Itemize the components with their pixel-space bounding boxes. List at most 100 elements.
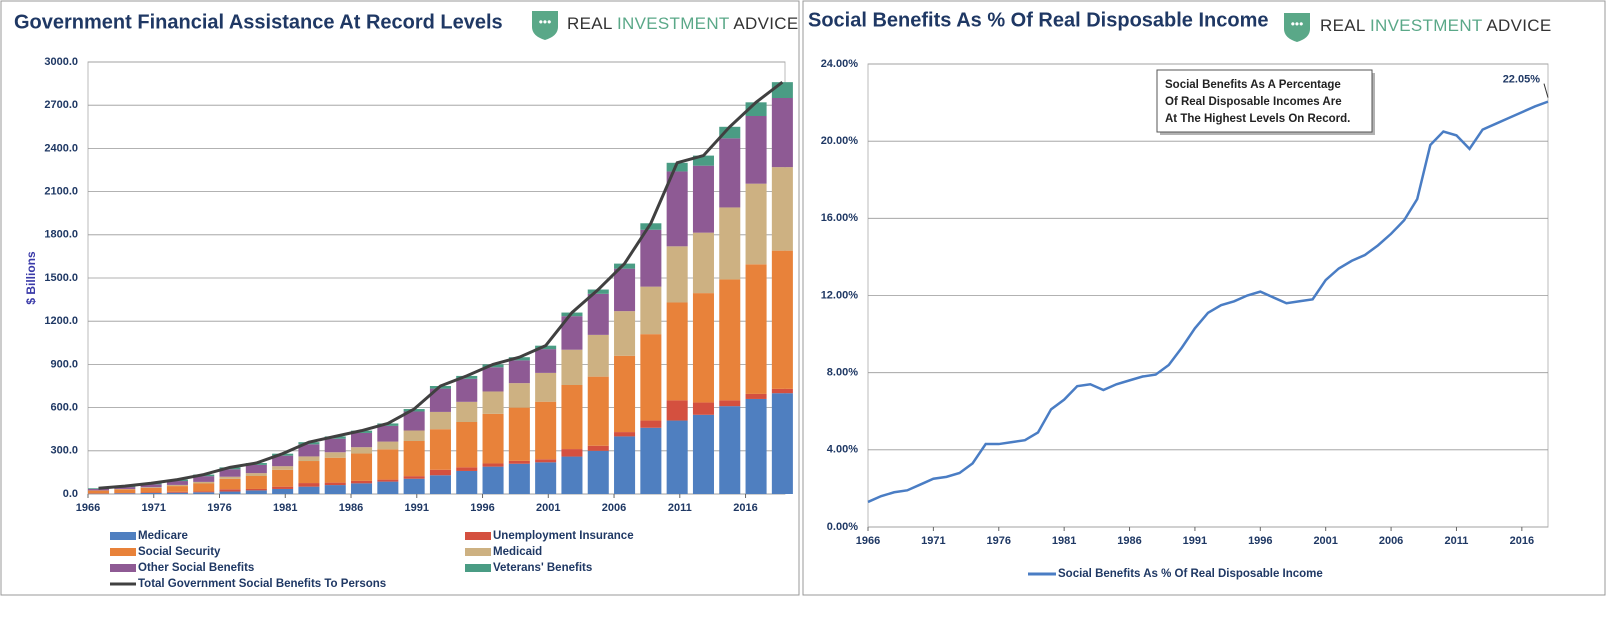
bar-segment xyxy=(403,441,425,477)
y-tick-label: 2700.0 xyxy=(44,99,78,111)
value-label: 22.05% xyxy=(1503,74,1541,86)
bar-segment xyxy=(377,425,399,442)
bar-segment xyxy=(719,406,741,494)
annotation-box xyxy=(1156,69,1373,133)
y-axis-label: $ Billions xyxy=(24,251,38,305)
y-tick-label: 8.00% xyxy=(827,367,858,379)
y-tick-label: 300.0 xyxy=(50,445,78,457)
bar-segment xyxy=(193,483,215,492)
bar-segment xyxy=(114,493,136,494)
legend-label: Social Benefits As % Of Real Disposable … xyxy=(1058,568,1323,580)
x-tick-label: 1966 xyxy=(856,535,880,547)
chart-title: Social Benefits As % Of Real Disposable … xyxy=(808,9,1269,31)
bar-segment xyxy=(429,469,451,476)
bar-segment xyxy=(745,264,767,394)
logo-dots: ••• xyxy=(1291,17,1304,31)
bar-segment xyxy=(771,167,793,251)
bar-segment xyxy=(561,384,583,450)
legend-label: Veterans' Benefits xyxy=(493,562,592,574)
y-tick-label: 0.00% xyxy=(827,521,858,533)
label-leader xyxy=(1543,83,1549,98)
bar-segment xyxy=(456,467,478,471)
left-panel xyxy=(0,0,800,596)
bar-segment xyxy=(166,492,188,494)
y-tick-label: 1800.0 xyxy=(44,229,78,241)
bar-segment xyxy=(640,286,662,335)
y-tick-label: 3000.0 xyxy=(44,56,78,68)
x-tick-label: 1976 xyxy=(987,535,1011,547)
bar-segment xyxy=(193,481,215,484)
bar-segment xyxy=(640,420,662,428)
x-tick-label: 2016 xyxy=(1510,535,1534,547)
y-tick-label: 20.00% xyxy=(821,135,859,147)
legend-swatch xyxy=(110,564,136,572)
bar-segment xyxy=(666,171,688,247)
bar-segment xyxy=(219,478,241,490)
bar-segment xyxy=(429,388,451,412)
bar-segment xyxy=(429,475,451,494)
bar-segment xyxy=(140,487,162,488)
bar-segment xyxy=(114,489,136,493)
bar-segment xyxy=(692,155,714,166)
bar-segment xyxy=(692,414,714,494)
logo-shield xyxy=(1284,13,1310,42)
legend-swatch xyxy=(465,564,491,572)
bar-segment xyxy=(614,263,636,269)
x-tick-label: 2011 xyxy=(668,502,692,514)
bar-segment xyxy=(298,486,320,494)
bar-segment xyxy=(272,488,294,494)
legend-swatch xyxy=(465,532,491,540)
bar-segment xyxy=(166,481,188,485)
bar-segment xyxy=(272,466,294,470)
bar-segment xyxy=(640,427,662,494)
bar-segment xyxy=(535,345,557,350)
bar-segment xyxy=(561,456,583,494)
bar-segment xyxy=(482,367,504,392)
bar-segment xyxy=(482,466,504,494)
bar-segment xyxy=(719,400,741,407)
logo: ••• REAL INVESTMENT ADVICE xyxy=(1284,13,1551,42)
x-tick-label: 2006 xyxy=(1379,535,1403,547)
x-tick-label: 1971 xyxy=(142,502,166,514)
bar-segment xyxy=(272,469,294,487)
bar-segment xyxy=(561,349,583,385)
bar-segment xyxy=(245,490,267,494)
brand: REAL INVESTMENT ADVICE xyxy=(1320,16,1551,35)
bar-segment xyxy=(166,491,188,493)
bar-segment xyxy=(377,449,399,480)
bar-segment xyxy=(351,447,373,454)
bar-segment xyxy=(692,232,714,294)
x-tick-label: 1996 xyxy=(1248,535,1272,547)
bar-segment xyxy=(771,250,793,389)
bar-segment xyxy=(140,492,162,494)
x-tick-label: 2006 xyxy=(602,502,626,514)
annotation-line: Social Benefits As A Percentage xyxy=(1165,79,1341,91)
bar-segment xyxy=(324,438,346,453)
bar-segment xyxy=(614,311,636,356)
y-tick-label: 12.00% xyxy=(821,289,859,301)
y-tick-label: 0.0 xyxy=(63,488,78,500)
bar-segment xyxy=(351,483,373,494)
bar-segment xyxy=(245,488,267,491)
bar-segment xyxy=(193,491,215,493)
bar-segment xyxy=(692,402,714,415)
bar-segment xyxy=(614,432,636,437)
bar-segment xyxy=(666,162,688,172)
bar-segment xyxy=(403,411,425,431)
bar-segment xyxy=(719,138,741,208)
brand-word: ADVICE xyxy=(1486,16,1551,35)
bar-segment xyxy=(219,489,241,492)
legend-swatch xyxy=(465,548,491,556)
bar-segment xyxy=(587,445,609,451)
bar-segment xyxy=(745,393,767,399)
bar-segment xyxy=(535,401,557,460)
bar-segment xyxy=(403,476,425,479)
bar-segment xyxy=(298,483,320,487)
bar-segment xyxy=(324,452,346,458)
bar-segment xyxy=(771,388,793,394)
legend-label: Medicaid xyxy=(493,546,542,558)
legend-swatch xyxy=(110,532,136,540)
bar-segment xyxy=(351,432,373,448)
bar-segment xyxy=(429,429,451,470)
bar-segment xyxy=(377,479,399,482)
